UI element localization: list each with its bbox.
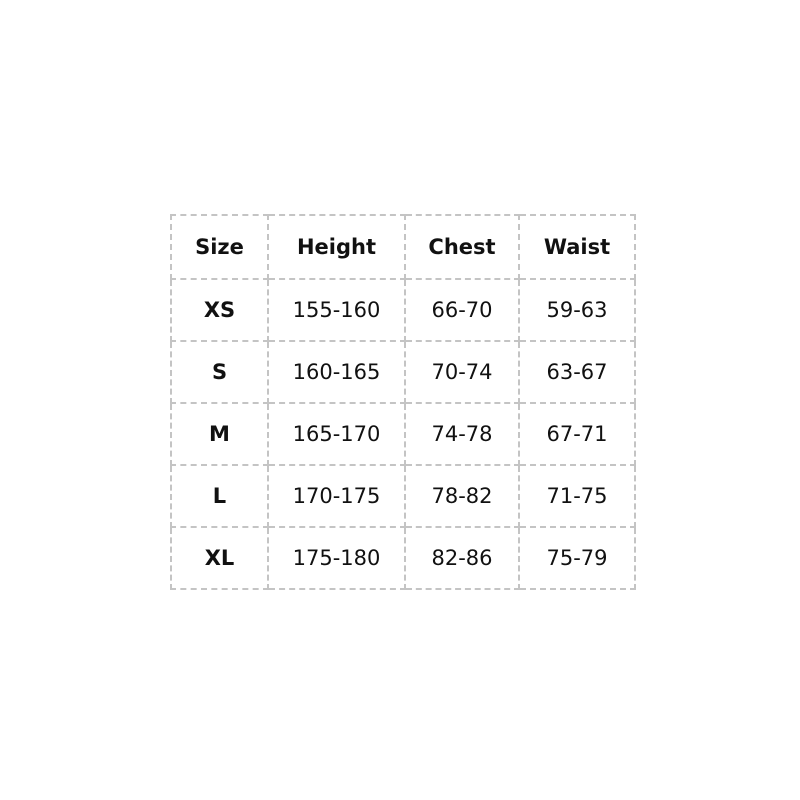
row: L 170-175 78-82 71-75 [170,464,636,528]
value-cell: 82-86 [404,526,520,590]
value-cell: 160-165 [267,340,406,404]
row: M 165-170 74-78 67-71 [170,402,636,466]
header-cell: Waist [518,214,636,280]
value-cell: 67-71 [518,402,636,466]
table-body: Size Height Chest Waist XS 155-160 66-70 59-63 S… [170,214,636,590]
header-row: Size Height Chest Waist [170,214,636,280]
value-cell: 75-79 [518,526,636,590]
size-cell: L [170,464,269,528]
value-cell: 78-82 [404,464,520,528]
value-cell: 155-160 [267,278,406,342]
header-cell: Height [267,214,406,280]
value-cell: 71-75 [518,464,636,528]
value-cell: 59-63 [518,278,636,342]
value-cell: 170-175 [267,464,406,528]
row: XS 155-160 66-70 59-63 [170,278,636,342]
value-cell: 66-70 [404,278,520,342]
size-cell: M [170,402,269,466]
row: S 160-165 70-74 63-67 [170,340,636,404]
size-cell: XS [170,278,269,342]
value-cell: 165-170 [267,402,406,466]
value-cell: 70-74 [404,340,520,404]
value-cell: 74-78 [404,402,520,466]
header-cell: Chest [404,214,520,280]
header-cell: Size [170,214,269,280]
row: XL 175-180 82-86 75-79 [170,526,636,590]
value-cell: 175-180 [267,526,406,590]
size-cell: XL [170,526,269,590]
size-table: Size Height Chest Waist XS 155-160 66-70 59-63 S… [170,214,636,590]
value-cell: 63-67 [518,340,636,404]
size-cell: S [170,340,269,404]
